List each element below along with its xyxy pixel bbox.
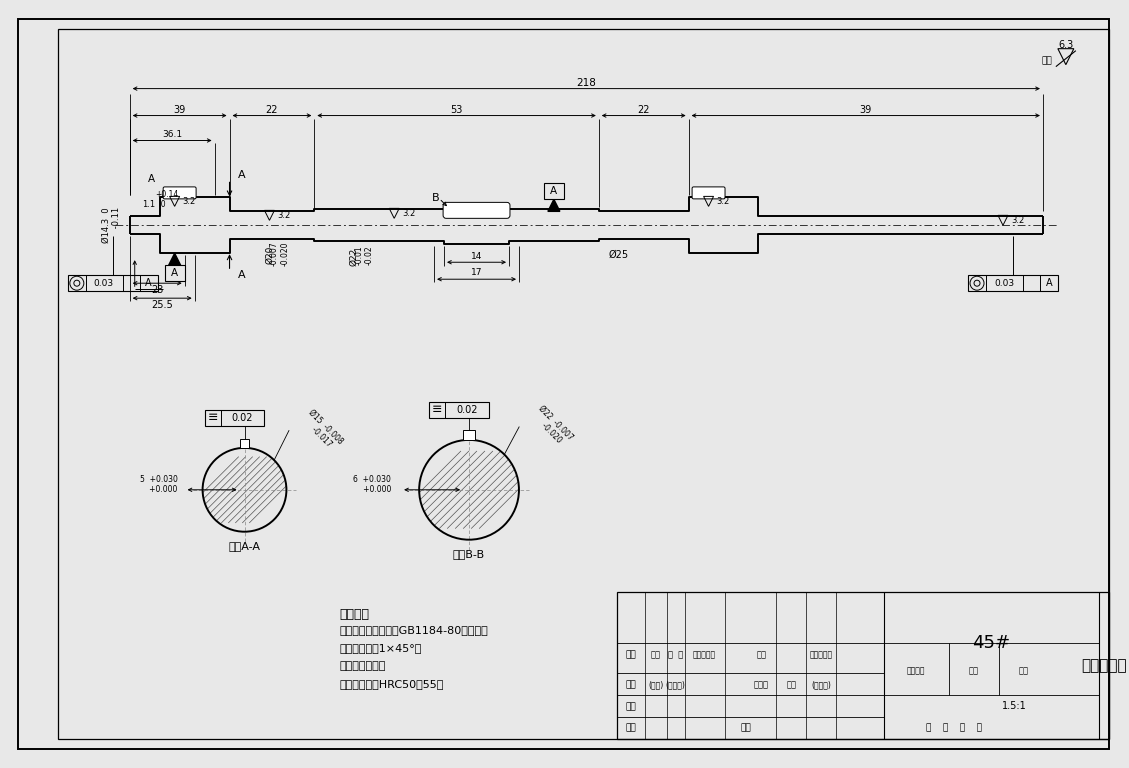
Text: 未注形状公差应符合GB1184-80的要求。: 未注形状公差应符合GB1184-80的要求。 <box>340 625 488 635</box>
Text: 0.02: 0.02 <box>456 405 478 415</box>
Text: 5  +0.030
   +0.000: 5 +0.030 +0.000 <box>140 475 177 495</box>
Text: 剖面B-B: 剖面B-B <box>453 548 485 558</box>
Text: ≡: ≡ <box>208 412 218 425</box>
Text: 比例: 比例 <box>1019 666 1029 675</box>
Text: (签名): (签名) <box>648 680 664 689</box>
Bar <box>204 410 264 426</box>
Text: 审核: 审核 <box>625 702 636 711</box>
Bar <box>968 275 1058 291</box>
Text: ≡: ≡ <box>432 403 443 416</box>
Text: 签名: 签名 <box>787 680 796 689</box>
Text: A: A <box>172 268 178 278</box>
FancyBboxPatch shape <box>443 202 510 218</box>
Text: 批准: 批准 <box>741 723 751 733</box>
Text: B: B <box>431 194 439 204</box>
Text: A: A <box>237 270 245 280</box>
Text: 阶段标记: 阶段标记 <box>907 666 926 675</box>
Text: Ø25: Ø25 <box>609 250 629 260</box>
Text: 工艺: 工艺 <box>625 723 636 733</box>
Text: 设计: 设计 <box>625 680 636 689</box>
Text: A: A <box>148 174 156 184</box>
Text: 0.02: 0.02 <box>231 413 253 423</box>
Text: Ø14.3  0
      -0.11: Ø14.3 0 -0.11 <box>102 207 122 244</box>
Text: 6.3: 6.3 <box>1058 40 1074 50</box>
Text: 共    张    第    张: 共 张 第 张 <box>926 723 982 733</box>
Text: Ø20: Ø20 <box>265 246 274 264</box>
Text: 年、月、日: 年、月、日 <box>809 650 833 659</box>
Text: 3.2: 3.2 <box>402 209 415 218</box>
Bar <box>429 402 489 418</box>
Text: 3.2: 3.2 <box>183 197 195 206</box>
Text: 36.1: 36.1 <box>163 130 182 139</box>
Text: 0.03: 0.03 <box>94 279 114 288</box>
Text: -0.01
-0.02: -0.01 -0.02 <box>355 246 374 265</box>
Bar <box>544 184 563 200</box>
Text: 行走传动轴: 行走传动轴 <box>1080 658 1127 673</box>
Text: 53: 53 <box>450 104 463 114</box>
Text: 39: 39 <box>174 104 186 114</box>
Bar <box>68 275 158 291</box>
Text: 1.5:1: 1.5:1 <box>1001 701 1026 711</box>
Text: 45#: 45# <box>972 634 1010 653</box>
Text: 3.2: 3.2 <box>1010 216 1024 225</box>
FancyBboxPatch shape <box>164 187 196 199</box>
Text: 1.1: 1.1 <box>142 200 155 209</box>
Text: Ø22  -0.007
      -0.020: Ø22 -0.007 -0.020 <box>530 404 575 449</box>
Text: 17: 17 <box>471 268 482 276</box>
Bar <box>165 265 185 281</box>
Text: Ø22: Ø22 <box>350 248 359 266</box>
Text: (年月日): (年月日) <box>666 680 685 689</box>
Text: 39: 39 <box>859 104 872 114</box>
Text: 剖面A-A: 剖面A-A <box>228 541 261 551</box>
Text: 其余: 其余 <box>1041 56 1052 65</box>
Text: (年月日): (年月日) <box>812 680 831 689</box>
Text: -0.007
-0.020: -0.007 -0.020 <box>270 241 289 266</box>
Text: 14: 14 <box>471 252 482 261</box>
Text: 23: 23 <box>151 285 164 295</box>
Text: 签名: 签名 <box>756 650 767 659</box>
Text: 去除毛刺飞边。: 去除毛刺飞边。 <box>340 661 386 671</box>
Text: A: A <box>146 278 152 288</box>
Text: 22: 22 <box>265 104 278 114</box>
Text: 技术要求: 技术要求 <box>340 607 369 621</box>
Text: 25.5: 25.5 <box>151 300 173 310</box>
Text: 3.2: 3.2 <box>717 197 729 206</box>
Text: Ø15  -0.008
      -0.017: Ø15 -0.008 -0.017 <box>299 408 344 453</box>
Text: A: A <box>550 187 558 197</box>
Text: 标准化: 标准化 <box>754 680 769 689</box>
Text: 0.03: 0.03 <box>994 279 1014 288</box>
Text: 分  区: 分 区 <box>668 650 683 659</box>
Text: 3.2: 3.2 <box>278 211 290 220</box>
FancyBboxPatch shape <box>692 187 725 199</box>
Text: 6  +0.030
   +0.000: 6 +0.030 +0.000 <box>353 475 392 495</box>
Text: 22: 22 <box>638 104 650 114</box>
Bar <box>239 439 250 448</box>
Polygon shape <box>548 200 560 211</box>
Text: A: A <box>1045 278 1052 288</box>
Bar <box>463 430 475 440</box>
Text: 0: 0 <box>156 200 165 209</box>
Text: 218: 218 <box>577 78 596 88</box>
Text: 经调质处理，HRC50～55。: 经调质处理，HRC50～55。 <box>340 680 444 690</box>
Text: +0.14: +0.14 <box>156 190 178 199</box>
Bar <box>616 591 1109 740</box>
Polygon shape <box>168 253 181 265</box>
Text: 更改文件号: 更改文件号 <box>693 650 716 659</box>
Text: 重量: 重量 <box>969 666 979 675</box>
Text: A: A <box>237 170 245 180</box>
Text: 处数: 处数 <box>650 650 660 659</box>
Text: 未注倒角均为1×45°。: 未注倒角均为1×45°。 <box>340 644 422 654</box>
Text: 标记: 标记 <box>625 650 636 659</box>
